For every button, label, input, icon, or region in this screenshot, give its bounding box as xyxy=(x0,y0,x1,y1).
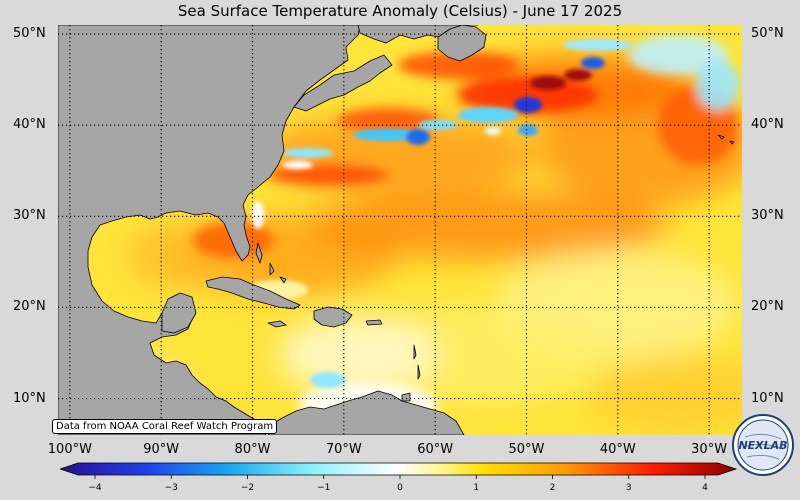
bahamas-3 xyxy=(279,276,287,284)
map-title: Sea Surface Temperature Anomaly (Celsius… xyxy=(177,2,623,20)
lon-label: 30°W xyxy=(691,442,728,457)
colorbar-tick-label: −3 xyxy=(164,483,178,493)
bahamas-2 xyxy=(269,262,275,276)
lat-label-left: 30°N xyxy=(13,208,46,224)
south-america xyxy=(267,390,465,435)
hispaniola xyxy=(313,306,353,328)
canary-islands xyxy=(717,134,725,140)
lat-label-right: 40°N xyxy=(751,117,784,133)
lon-label: 90°W xyxy=(143,442,180,457)
colorbar-tick-marks xyxy=(94,475,706,479)
lat-label-right: 30°N xyxy=(751,208,784,224)
puerto-rico xyxy=(365,319,383,326)
lon-label: 60°W xyxy=(417,442,454,457)
lon-label: 70°W xyxy=(325,442,362,457)
jamaica xyxy=(267,320,287,328)
colorbar-tick-label: −4 xyxy=(88,483,102,493)
lon-label: 100°W xyxy=(47,442,92,457)
lon-label: 40°W xyxy=(599,442,636,457)
lon-label: 50°W xyxy=(508,442,545,457)
data-credit-label: Data from NOAA Coral Reef Watch Program xyxy=(52,419,278,434)
lat-label-left: 10°N xyxy=(13,390,46,406)
nexlab-logo: NEXLAB xyxy=(732,414,794,476)
colorbar-tick-label: 2 xyxy=(549,483,556,493)
colorbar-bar xyxy=(60,462,738,476)
colorbar-tick-label: 0 xyxy=(397,483,403,493)
colorbar-tick-label: 4 xyxy=(702,483,708,493)
lat-label-right: 20°N xyxy=(751,299,784,315)
lat-label-left: 20°N xyxy=(13,299,46,315)
lesser-antilles-2 xyxy=(417,364,421,380)
colorbar-tick-label: −1 xyxy=(317,483,331,493)
lat-label-right: 10°N xyxy=(751,390,784,406)
colorbar-tick-label: 1 xyxy=(473,483,480,493)
colorbar-tick-label: 3 xyxy=(625,483,632,493)
canary-islands-2 xyxy=(729,140,735,145)
bahamas xyxy=(255,242,263,264)
logo-text: NEXLAB xyxy=(738,439,787,452)
map-canvas xyxy=(58,25,742,435)
lesser-antilles xyxy=(413,344,417,360)
lat-label-left: 40°N xyxy=(13,117,46,133)
lon-label: 80°W xyxy=(234,442,271,457)
lat-label-right: 50°N xyxy=(751,26,784,42)
lat-label-left: 50°N xyxy=(13,26,46,42)
sst-anomaly-map xyxy=(58,25,742,435)
colorbar-tick-label: −2 xyxy=(240,483,255,493)
maritime-canada xyxy=(293,54,393,112)
north-america-landmass xyxy=(58,25,361,435)
yucatan xyxy=(161,292,197,334)
colorbar xyxy=(60,462,738,479)
graticule xyxy=(58,25,742,435)
